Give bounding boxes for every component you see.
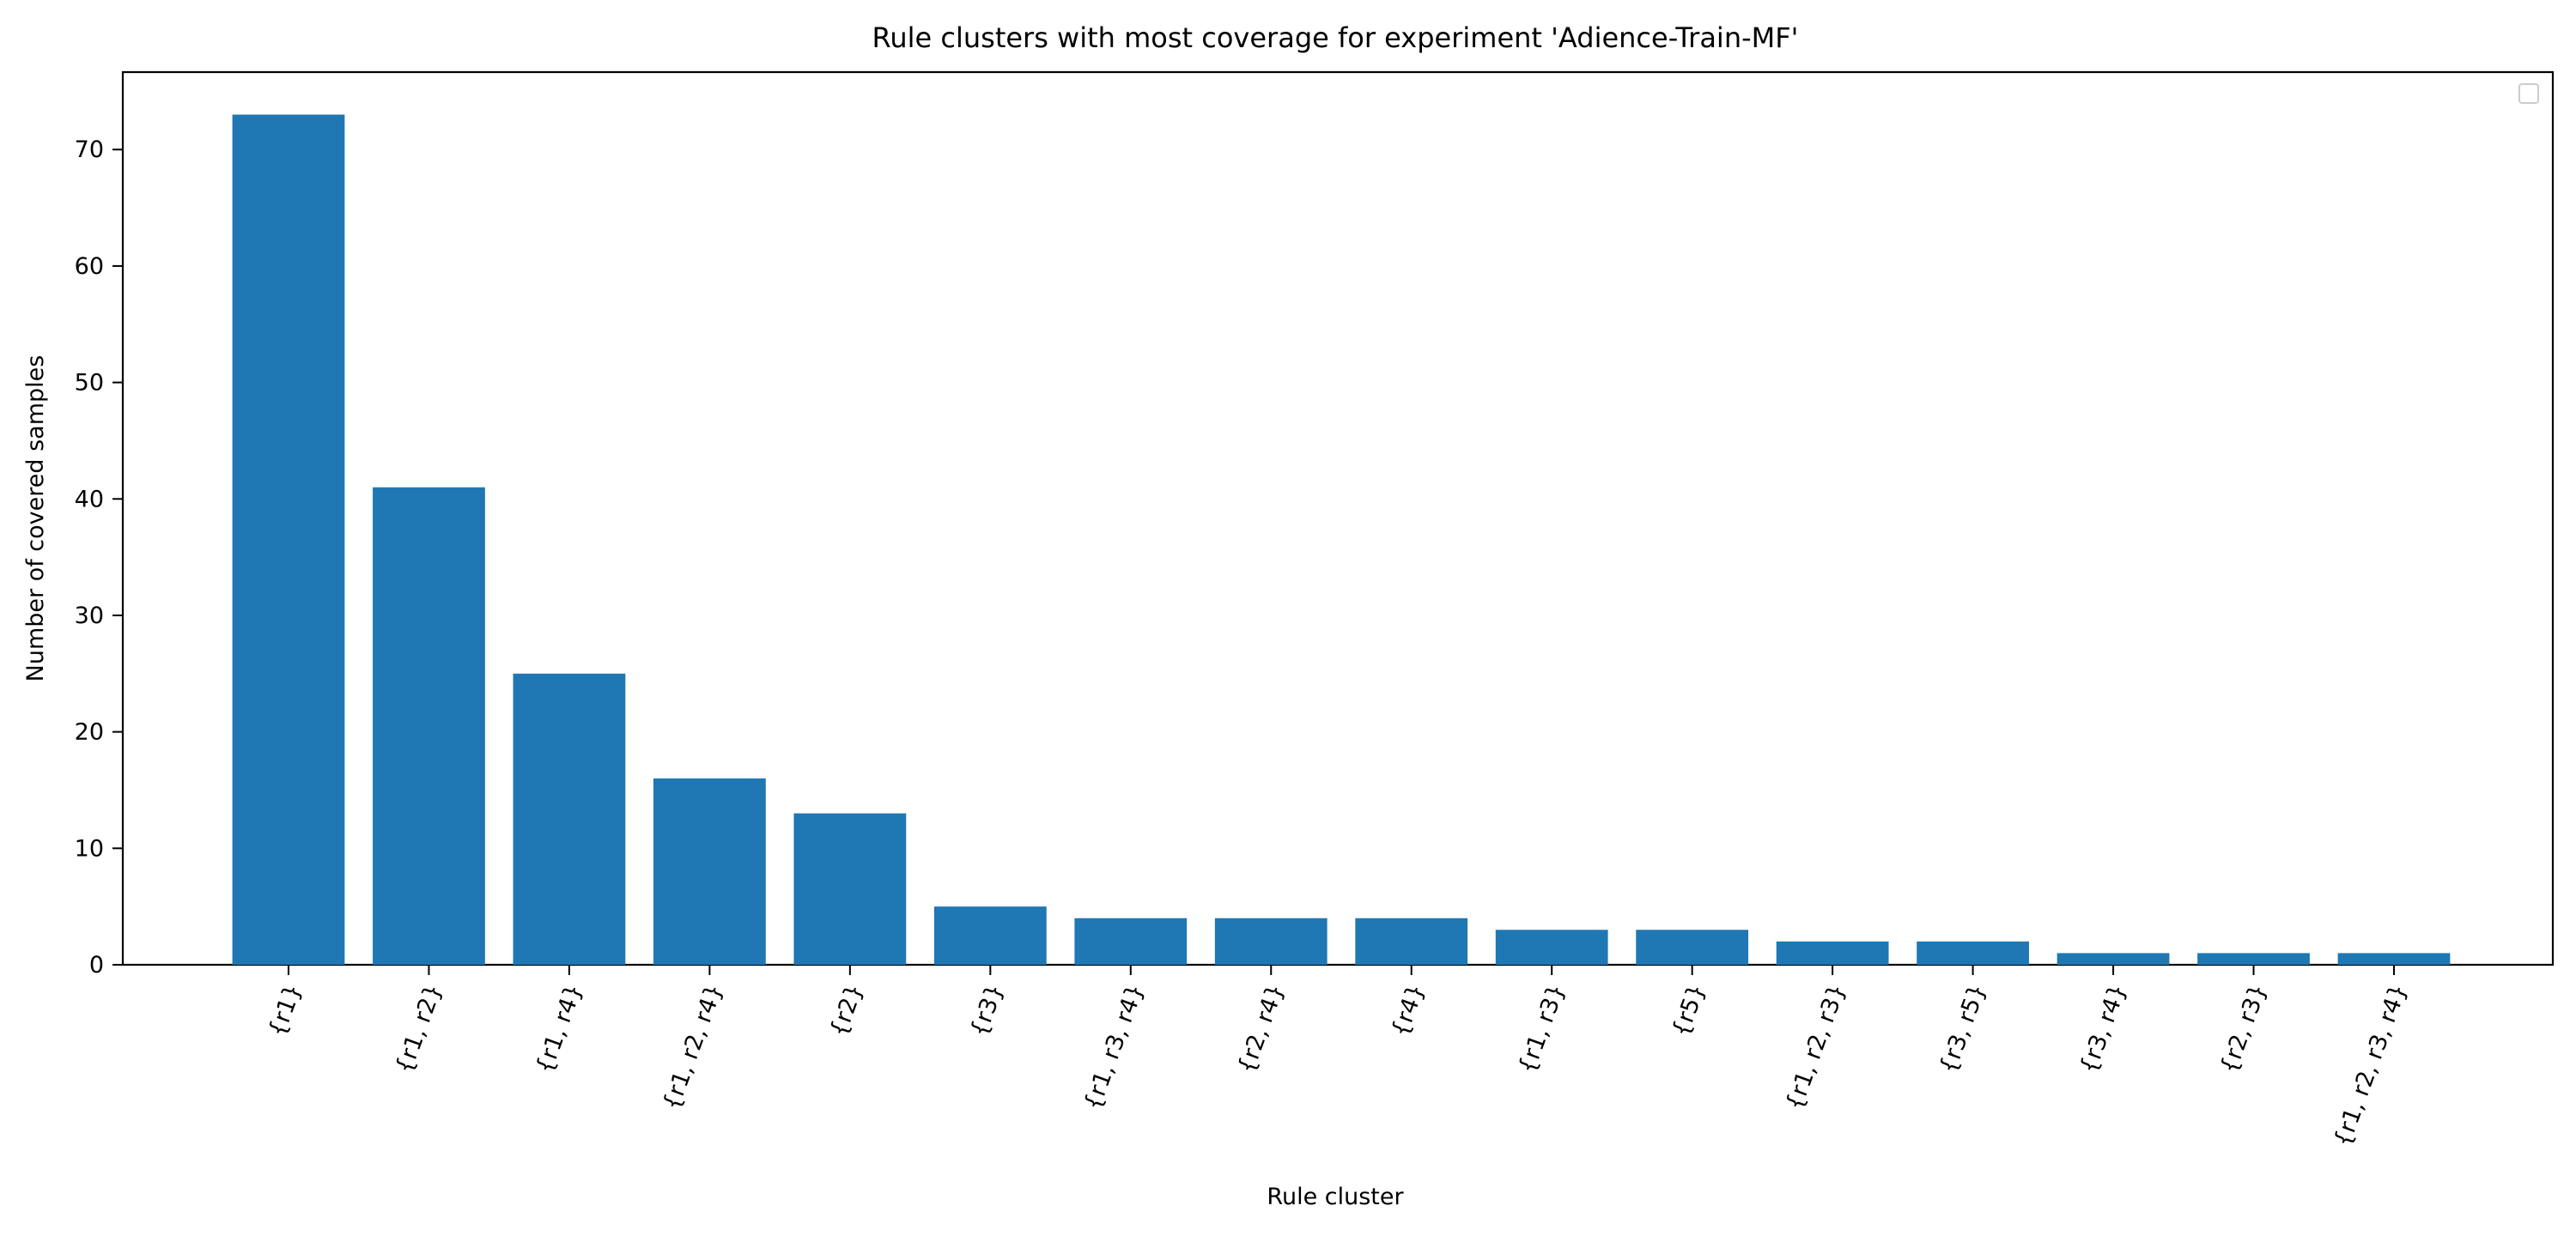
bar — [513, 673, 626, 965]
y-axis: 0 10 20 30 40 50 60 70 — [75, 136, 123, 978]
bar — [1074, 918, 1188, 965]
bar — [2057, 953, 2170, 965]
y-tick-label: 30 — [75, 603, 104, 629]
bar — [793, 813, 907, 965]
y-tick-label: 70 — [75, 136, 104, 163]
bar — [933, 906, 1047, 965]
x-axis-label: Rule cluster — [1267, 1184, 1404, 1210]
y-axis-label: Number of covered samples — [22, 355, 49, 682]
bar — [232, 114, 345, 965]
bar — [1355, 918, 1468, 965]
y-tick-label: 50 — [75, 370, 104, 397]
bar — [1917, 941, 2029, 965]
y-tick-label: 20 — [75, 719, 104, 746]
bar — [2197, 953, 2310, 965]
plot-area-frame — [121, 70, 2555, 966]
bar — [1495, 930, 1608, 965]
y-tick-label: 10 — [75, 835, 104, 862]
bar — [2337, 953, 2451, 965]
y-tick-label: 60 — [75, 253, 104, 280]
chart-title: Rule clusters with most coverage for exp… — [872, 21, 1799, 54]
bar — [1636, 930, 1749, 965]
bar — [1214, 918, 1327, 965]
bar — [653, 778, 766, 965]
legend-box — [2518, 83, 2539, 104]
bar — [373, 487, 485, 965]
bar — [1776, 941, 1889, 965]
y-tick-label: 0 — [89, 952, 104, 978]
bars-group — [232, 114, 2451, 965]
y-tick-label: 40 — [75, 486, 104, 512]
